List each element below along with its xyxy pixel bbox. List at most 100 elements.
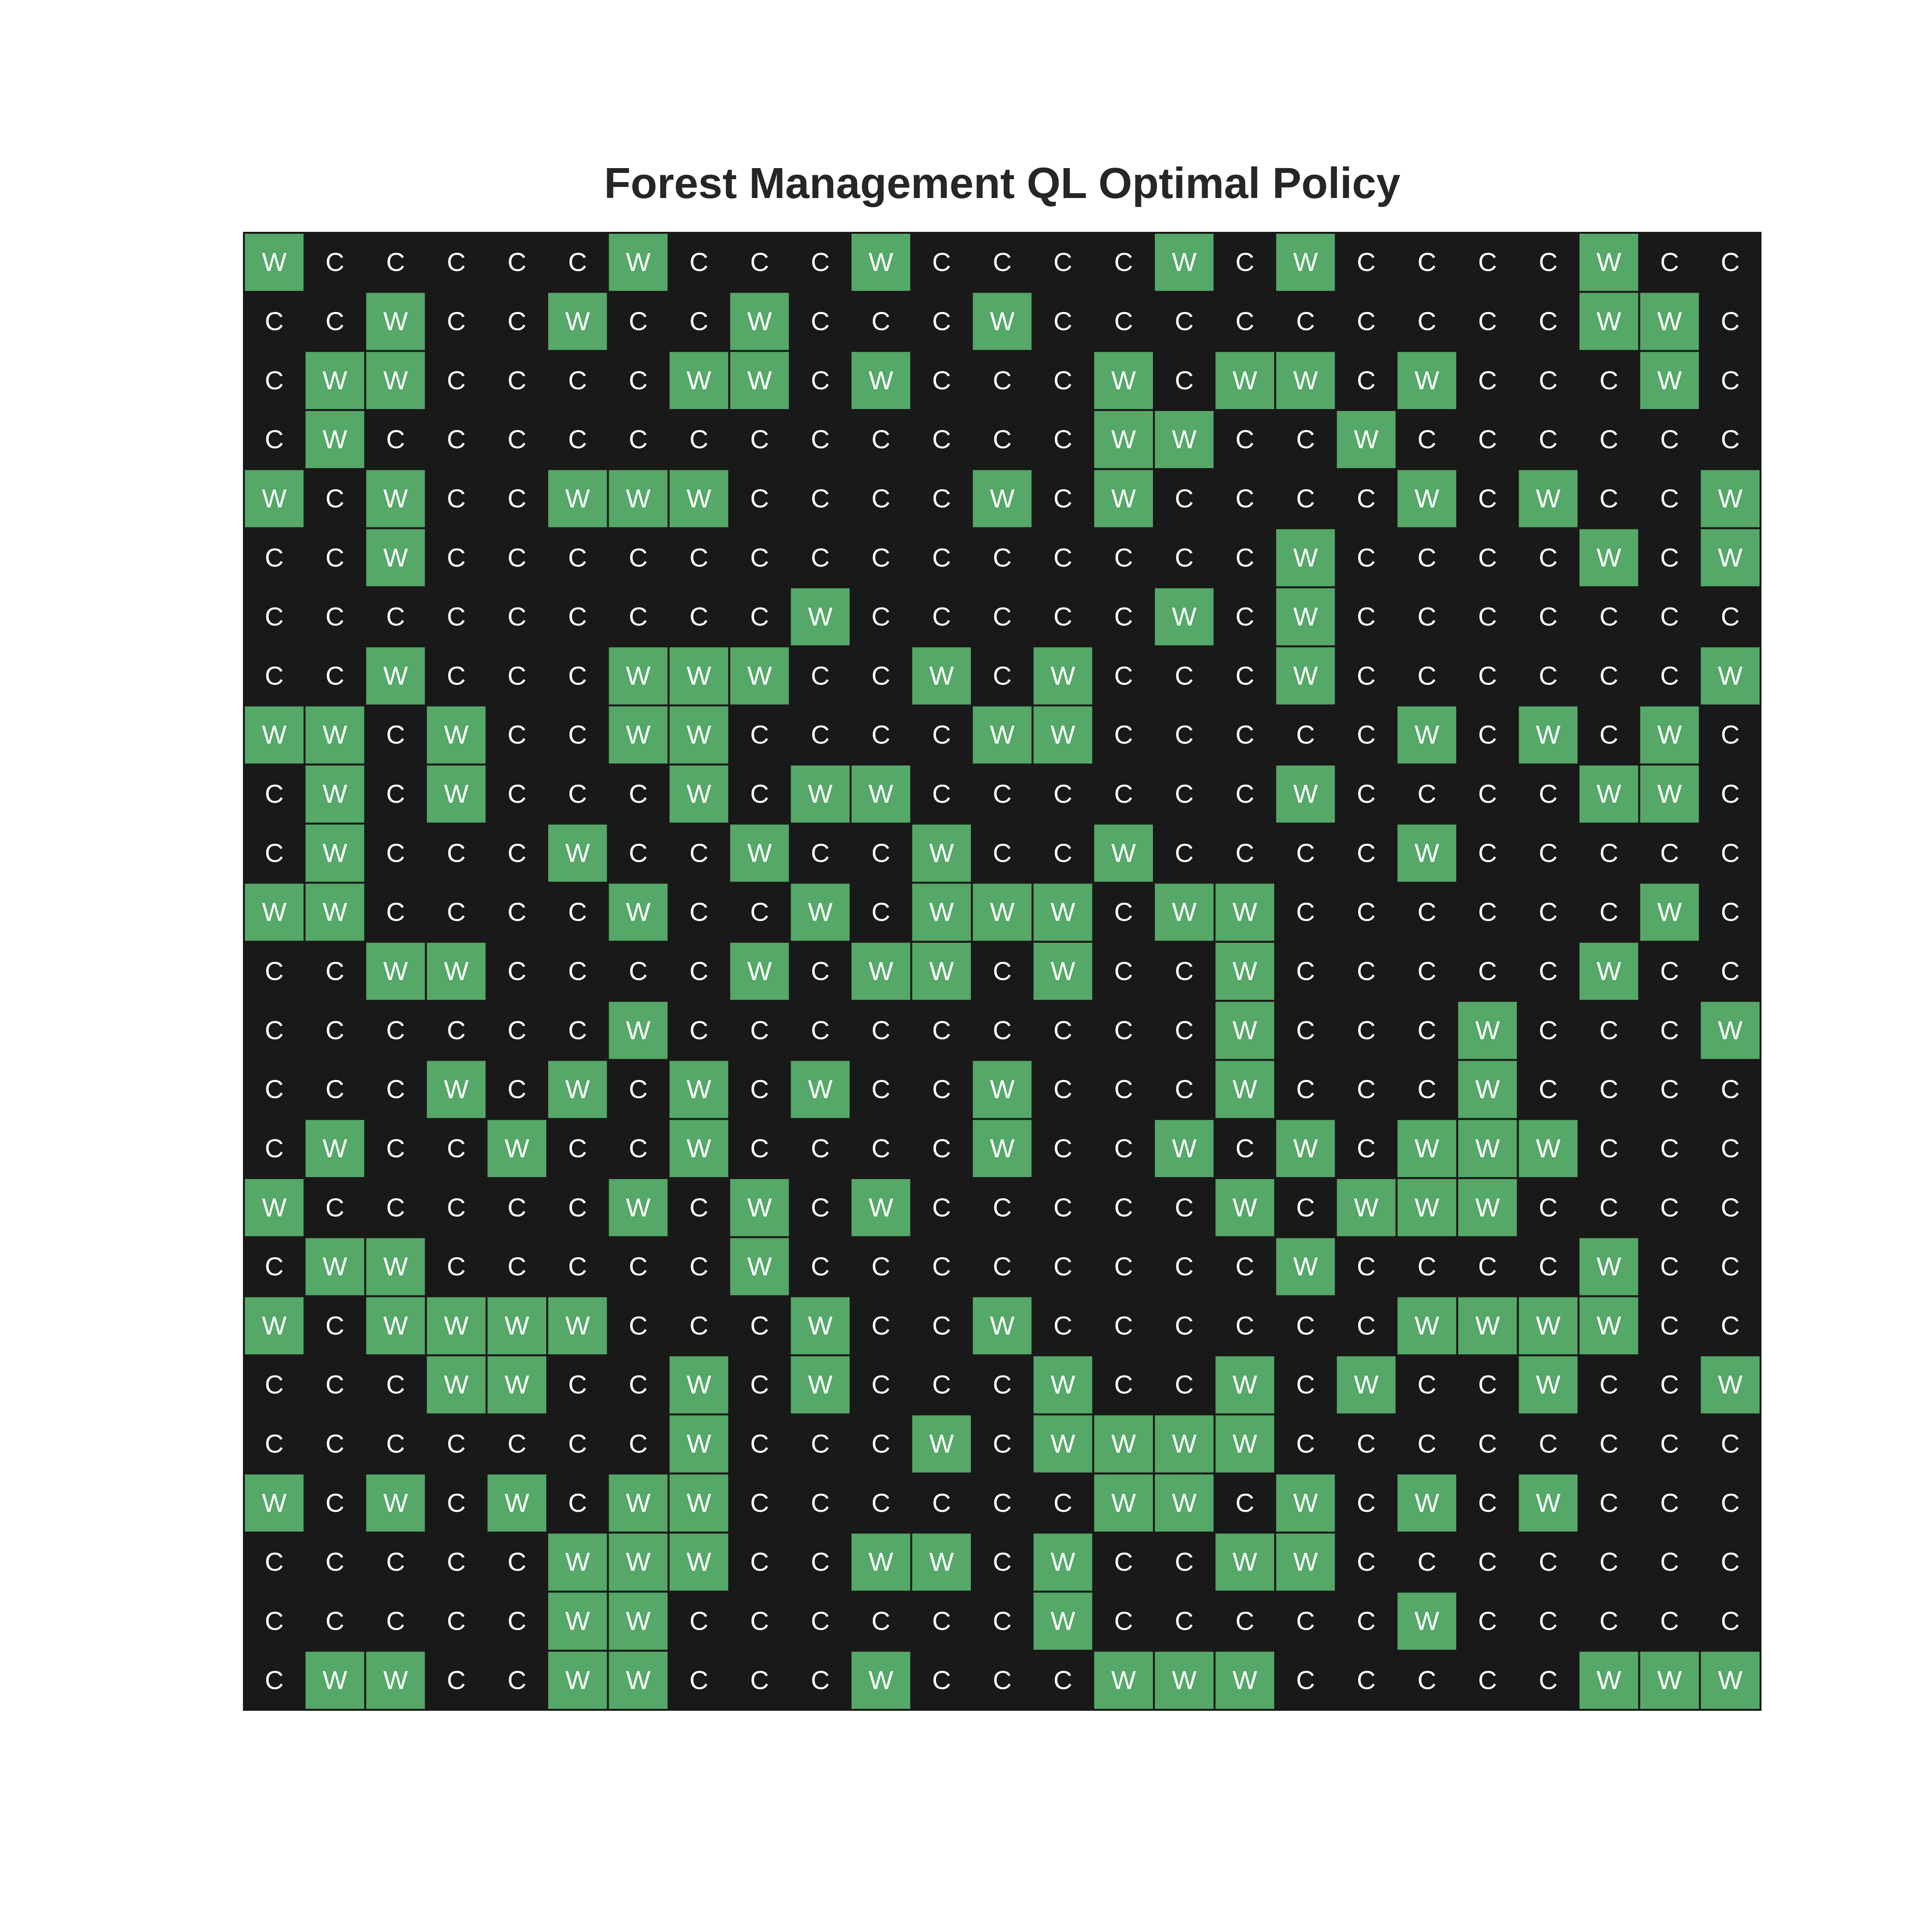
- cell-label: C: [1539, 1430, 1558, 1459]
- cell-label: C: [1600, 1430, 1619, 1459]
- cell-label: C: [1236, 602, 1254, 631]
- heatmap-cell-cut: [971, 1177, 1034, 1238]
- cell-label: W: [990, 484, 1015, 513]
- heatmap-cell-wait: [1274, 350, 1337, 411]
- cell-label: W: [1718, 1016, 1743, 1045]
- cell-label: C: [1236, 1252, 1254, 1281]
- heatmap-cell-cut: [243, 527, 306, 588]
- cell-label: C: [568, 1370, 587, 1399]
- cell-label: C: [1053, 1666, 1072, 1695]
- heatmap-cell-cut: [243, 350, 306, 411]
- cell-label: C: [1539, 1252, 1558, 1281]
- cell-label: C: [690, 1016, 709, 1045]
- heatmap-cell-cut: [546, 763, 609, 825]
- heatmap-cell-wait: [1153, 1413, 1216, 1475]
- heatmap-cell-cut: [1031, 1472, 1094, 1534]
- cell-label: C: [265, 1252, 284, 1281]
- cell-label: C: [1478, 838, 1497, 867]
- cell-label: C: [932, 425, 951, 454]
- heatmap-cell-cut: [789, 350, 852, 411]
- cell-label: C: [871, 1370, 890, 1399]
- heatmap-cell-cut: [1335, 1591, 1398, 1652]
- cell-label: C: [326, 1430, 344, 1459]
- cell-label: C: [1053, 1311, 1072, 1340]
- heatmap-cell-wait: [789, 763, 852, 825]
- cell-label: C: [1053, 838, 1072, 867]
- cell-label: C: [568, 366, 587, 395]
- cell-label: C: [993, 543, 1012, 572]
- cell-label: W: [384, 661, 408, 690]
- cell-label: C: [750, 248, 769, 277]
- cell-label: C: [811, 366, 830, 395]
- cell-label: W: [262, 1311, 286, 1340]
- cell-label: W: [1475, 1193, 1500, 1222]
- cell-label: W: [929, 898, 954, 927]
- cell-label: W: [687, 661, 711, 690]
- heatmap-cell-cut: [728, 1649, 791, 1711]
- cell-label: W: [808, 1075, 833, 1104]
- cell-label: W: [808, 602, 833, 631]
- cell-label: C: [1357, 1548, 1376, 1577]
- heatmap-cell-cut: [303, 1000, 367, 1061]
- heatmap-cell-cut: [1638, 1177, 1701, 1238]
- heatmap-cell-wait: [1517, 1295, 1580, 1357]
- cell-label: C: [1478, 661, 1497, 690]
- cell-label: C: [690, 1607, 709, 1636]
- cell-label: C: [265, 1430, 284, 1459]
- heatmap-cell-wait: [1395, 1472, 1458, 1534]
- heatmap-cell-cut: [1395, 1532, 1458, 1593]
- cell-label: C: [265, 661, 284, 690]
- cell-label: C: [1539, 366, 1558, 395]
- heatmap-cell-wait: [1153, 1649, 1216, 1711]
- heatmap-cell-cut: [546, 350, 609, 411]
- heatmap-cell-wait: [1274, 763, 1337, 825]
- heatmap-cell-cut: [1213, 1295, 1277, 1357]
- cell-label: W: [1111, 425, 1136, 454]
- heatmap-cell-cut: [1274, 823, 1337, 884]
- cell-label: C: [1600, 1548, 1619, 1577]
- cell-label: C: [326, 1016, 344, 1045]
- cell-label: C: [1357, 484, 1376, 513]
- heatmap-cell-cut: [607, 763, 670, 825]
- heatmap-cell-cut: [1456, 1413, 1519, 1475]
- heatmap-cell-wait: [668, 763, 730, 825]
- cell-label: W: [1051, 721, 1075, 750]
- cell-label: W: [384, 1666, 408, 1695]
- cell-label: W: [1597, 1311, 1621, 1340]
- cell-label: W: [1415, 1607, 1439, 1636]
- cell-label: C: [1114, 661, 1133, 690]
- cell-label: W: [687, 366, 711, 395]
- heatmap-cell-cut: [1335, 1295, 1398, 1357]
- heatmap-cell-wait: [910, 1413, 973, 1475]
- cell-label: C: [265, 543, 284, 572]
- cell-label: C: [1478, 1666, 1497, 1695]
- cell-label: C: [993, 1430, 1012, 1459]
- heatmap-cell-cut: [1699, 763, 1762, 825]
- cell-label: C: [1114, 1370, 1133, 1399]
- heatmap-cell-cut: [243, 823, 306, 884]
- cell-label: W: [1051, 898, 1075, 927]
- cell-label: C: [871, 307, 890, 336]
- heatmap-cell-cut: [1577, 1059, 1640, 1120]
- cell-label: W: [747, 307, 772, 336]
- heatmap-cell-wait: [1577, 527, 1640, 588]
- cell-label: C: [811, 248, 830, 277]
- heatmap-cell-wait: [1213, 1532, 1277, 1593]
- cell-label: C: [265, 425, 284, 454]
- cell-label: C: [508, 1193, 526, 1222]
- cell-label: C: [508, 1016, 526, 1045]
- cell-label: C: [1053, 1489, 1072, 1518]
- cell-label: W: [626, 1193, 651, 1222]
- heatmap-cell-cut: [1699, 586, 1762, 648]
- cell-label: W: [262, 484, 286, 513]
- heatmap-cell-cut: [1699, 1413, 1762, 1475]
- cell-label: C: [1114, 1016, 1133, 1045]
- heatmap-cell-cut: [1638, 232, 1701, 293]
- cell-label: C: [629, 425, 648, 454]
- heatmap-cell-cut: [971, 232, 1034, 293]
- heatmap-cell-cut: [910, 704, 973, 766]
- cell-label: C: [447, 661, 466, 690]
- cell-label: W: [1233, 1666, 1257, 1695]
- heatmap-cell-wait: [1092, 1472, 1155, 1534]
